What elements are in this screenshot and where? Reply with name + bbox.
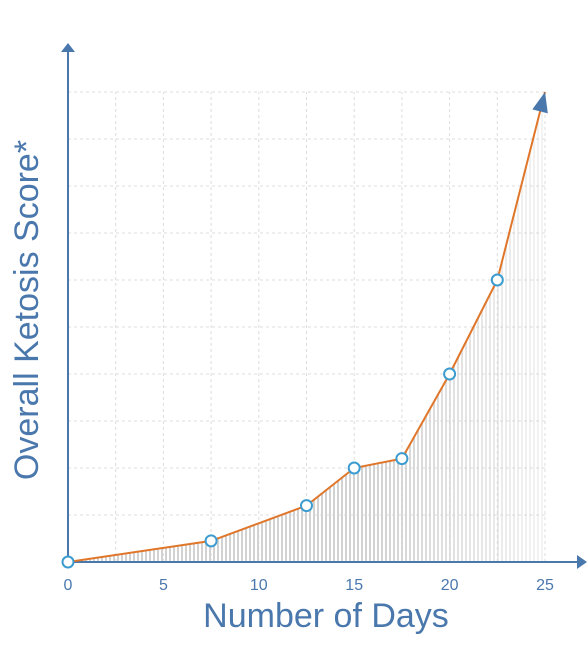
y-axis-title: Overall Ketosis Score* xyxy=(8,140,46,480)
x-tick-label: 25 xyxy=(536,577,554,594)
x-tick-label: 20 xyxy=(441,577,459,594)
series-end-arrow-icon xyxy=(532,92,548,114)
x-axis-title: Number of Days xyxy=(203,597,449,635)
x-axis-arrow-icon xyxy=(577,555,587,569)
series-polyline xyxy=(67,91,546,563)
data-point-marker xyxy=(490,273,504,287)
axes xyxy=(61,43,587,569)
y-axis-arrow-icon xyxy=(61,43,75,52)
data-point-marker xyxy=(443,367,457,381)
area-fill xyxy=(69,103,543,562)
x-tick-label: 10 xyxy=(250,577,268,594)
data-point-marker xyxy=(395,452,409,466)
data-point-marker xyxy=(61,555,75,569)
x-tick-label: 5 xyxy=(159,577,168,594)
series-markers xyxy=(61,273,504,569)
x-tick-labels: 0 5 10 15 20 25 xyxy=(64,577,554,594)
data-point-marker xyxy=(300,499,313,513)
x-tick-label: 15 xyxy=(345,577,363,594)
data-point-marker xyxy=(347,461,361,475)
data-point-marker xyxy=(204,534,218,548)
series-line xyxy=(67,91,548,563)
x-tick-label: 0 xyxy=(64,577,73,594)
